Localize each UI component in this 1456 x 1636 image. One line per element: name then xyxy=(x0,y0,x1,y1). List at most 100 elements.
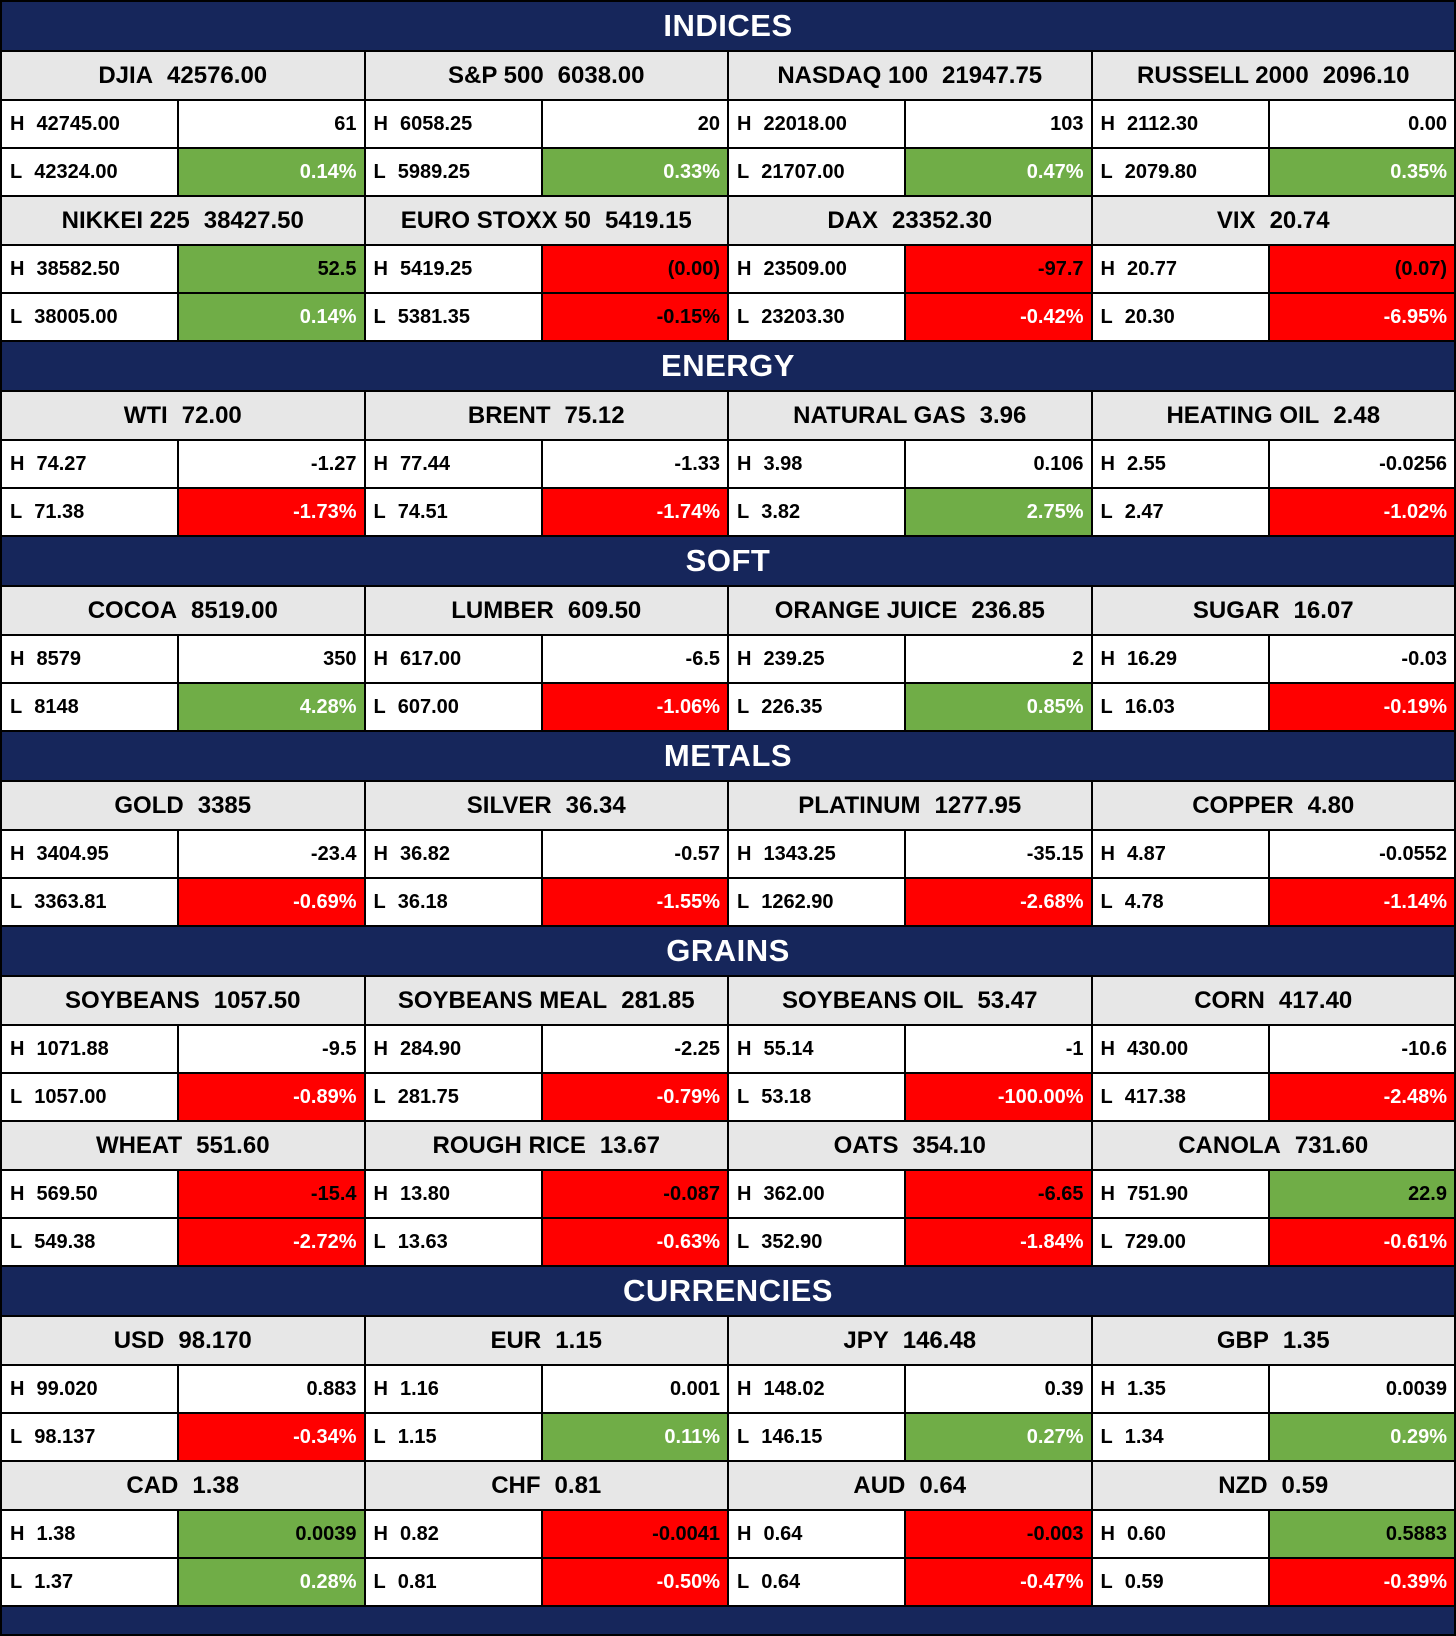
high-row: H 38582.50 52.5 xyxy=(2,246,364,292)
instrument-name: OATS xyxy=(833,1131,899,1159)
high-row: H 1.16 0.001 xyxy=(365,1366,727,1412)
high-label: H xyxy=(373,452,388,475)
instrument-row: WHEAT 551.60 H 569.50 -15.4 L 549.38 -2.… xyxy=(2,1122,1454,1265)
instrument-last-price: 417.40 xyxy=(1278,986,1353,1014)
low-change-value: 0.14% xyxy=(179,294,364,340)
instrument-block: NASDAQ 100 21947.75 H 22018.00 103 L 217… xyxy=(729,52,1091,195)
low-label: L xyxy=(373,500,386,523)
high-label: H xyxy=(737,257,752,280)
high-value: 8579 xyxy=(36,647,81,670)
high-change-value: -97.7 xyxy=(906,246,1091,292)
low-row: L 42324.00 0.14% xyxy=(2,149,364,195)
section-body: GOLD 3385 H 3404.95 -23.4 L 3363.81 -0.6… xyxy=(2,782,1454,925)
instrument-name: WHEAT xyxy=(95,1131,183,1159)
instrument-last-price: 354.10 xyxy=(912,1131,986,1159)
high-label: H xyxy=(373,647,388,670)
instrument-header: COPPER 4.80 xyxy=(1092,782,1454,829)
instrument-name: ORANGE JUICE xyxy=(774,596,958,624)
instrument-header: HEATING OIL 2.48 xyxy=(1092,392,1454,439)
instrument-last-price: 8519.00 xyxy=(191,596,278,624)
low-row: L 53.18 -100.00% xyxy=(729,1074,1091,1120)
instrument-header: NZD 0.59 xyxy=(1092,1462,1454,1509)
instrument-name: GBP xyxy=(1216,1326,1269,1354)
high-cell: H 1343.25 xyxy=(729,831,905,877)
instrument-block: COPPER 4.80 H 4.87 -0.0552 L 4.78 -1.14% xyxy=(1092,782,1454,925)
high-value: 3.98 xyxy=(763,452,803,475)
low-value: 0.81 xyxy=(397,1570,437,1593)
low-row: L 5381.35 -0.15% xyxy=(365,294,727,340)
instrument-last-price: 53.47 xyxy=(977,986,1038,1014)
instrument-header: WTI 72.00 xyxy=(2,392,364,439)
low-cell: L 42324.00 xyxy=(2,149,178,195)
high-value: 22018.00 xyxy=(763,112,847,135)
instrument-name: USD xyxy=(113,1326,165,1354)
instrument-header: SOYBEANS MEAL 281.85 xyxy=(365,977,727,1024)
low-label: L xyxy=(737,1570,750,1593)
high-value: 42745.00 xyxy=(36,112,120,135)
low-row: L 226.35 0.85% xyxy=(729,684,1091,730)
instrument-last-price: 4.80 xyxy=(1307,791,1355,819)
low-value: 4.78 xyxy=(1124,890,1164,913)
market-section: INDICES DJIA 42576.00 H 42745.00 61 L 42… xyxy=(2,2,1454,340)
instrument-last-price: 146.48 xyxy=(902,1326,977,1354)
instrument-block: HEATING OIL 2.48 H 2.55 -0.0256 L 2.47 -… xyxy=(1092,392,1454,535)
high-cell: H 8579 xyxy=(2,636,178,682)
low-cell: L 23203.30 xyxy=(729,294,905,340)
high-value: 99.020 xyxy=(36,1377,98,1400)
high-row: H 1.38 0.0039 xyxy=(2,1511,364,1557)
high-row: H 6058.25 20 xyxy=(365,101,727,147)
instrument-block: DJIA 42576.00 H 42745.00 61 L 42324.00 0… xyxy=(2,52,364,195)
high-change-value: -23.4 xyxy=(179,831,364,877)
instrument-last-price: 5419.15 xyxy=(605,206,692,234)
low-label: L xyxy=(10,305,23,328)
low-change-value: -100.00% xyxy=(906,1074,1091,1120)
high-label: H xyxy=(10,112,25,135)
instrument-block: BRENT 75.12 H 77.44 -1.33 L 74.51 -1.74% xyxy=(365,392,727,535)
section-body: WTI 72.00 H 74.27 -1.27 L 71.38 -1.73% B… xyxy=(2,392,1454,535)
instrument-row: WTI 72.00 H 74.27 -1.27 L 71.38 -1.73% B… xyxy=(2,392,1454,535)
low-change-value: 0.14% xyxy=(179,149,364,195)
low-label: L xyxy=(737,500,750,523)
low-value: 281.75 xyxy=(397,1085,459,1108)
low-change-value: -0.63% xyxy=(542,1219,727,1265)
instrument-last-price: 609.50 xyxy=(567,596,642,624)
instrument-row: CAD 1.38 H 1.38 0.0039 L 1.37 0.28% CHF … xyxy=(2,1462,1454,1605)
low-cell: L 0.81 xyxy=(365,1559,541,1605)
low-cell: L 226.35 xyxy=(729,684,905,730)
low-value: 607.00 xyxy=(397,695,459,718)
high-cell: H 99.020 xyxy=(2,1366,178,1412)
low-change-value: -0.69% xyxy=(179,879,364,925)
market-section: METALS GOLD 3385 H 3404.95 -23.4 L 3363.… xyxy=(2,732,1454,925)
high-value: 2.55 xyxy=(1126,452,1166,475)
high-label: H xyxy=(737,647,752,670)
high-cell: H 74.27 xyxy=(2,441,178,487)
low-row: L 1.37 0.28% xyxy=(2,1559,364,1605)
low-row: L 0.59 -0.39% xyxy=(1092,1559,1454,1605)
low-change-value: 2.75% xyxy=(906,489,1091,535)
low-label: L xyxy=(737,695,750,718)
instrument-name: NIKKEI 225 xyxy=(61,206,190,234)
instrument-block: USD 98.170 H 99.020 0.883 L 98.137 -0.34… xyxy=(2,1317,364,1460)
low-row: L 352.90 -1.84% xyxy=(729,1219,1091,1265)
instrument-last-price: 75.12 xyxy=(564,401,625,429)
low-label: L xyxy=(373,1425,386,1448)
low-row: L 5989.25 0.33% xyxy=(365,149,727,195)
high-row: H 148.02 0.39 xyxy=(729,1366,1091,1412)
low-value: 1.34 xyxy=(1124,1425,1164,1448)
low-row: L 0.81 -0.50% xyxy=(365,1559,727,1605)
high-cell: H 5419.25 xyxy=(365,246,541,292)
low-change-value: -1.14% xyxy=(1269,879,1454,925)
low-change-value: -2.48% xyxy=(1269,1074,1454,1120)
low-value: 74.51 xyxy=(397,500,448,523)
high-value: 6058.25 xyxy=(399,112,473,135)
high-cell: H 1071.88 xyxy=(2,1026,178,1072)
low-value: 1.37 xyxy=(34,1570,74,1593)
high-cell: H 148.02 xyxy=(729,1366,905,1412)
high-cell: H 0.82 xyxy=(365,1511,541,1557)
low-cell: L 607.00 xyxy=(365,684,541,730)
low-label: L xyxy=(1100,1230,1113,1253)
low-label: L xyxy=(1100,305,1113,328)
low-change-value: 0.29% xyxy=(1269,1414,1454,1460)
instrument-block: EURO STOXX 50 5419.15 H 5419.25 (0.00) L… xyxy=(365,197,727,340)
high-change-value: 52.5 xyxy=(179,246,364,292)
